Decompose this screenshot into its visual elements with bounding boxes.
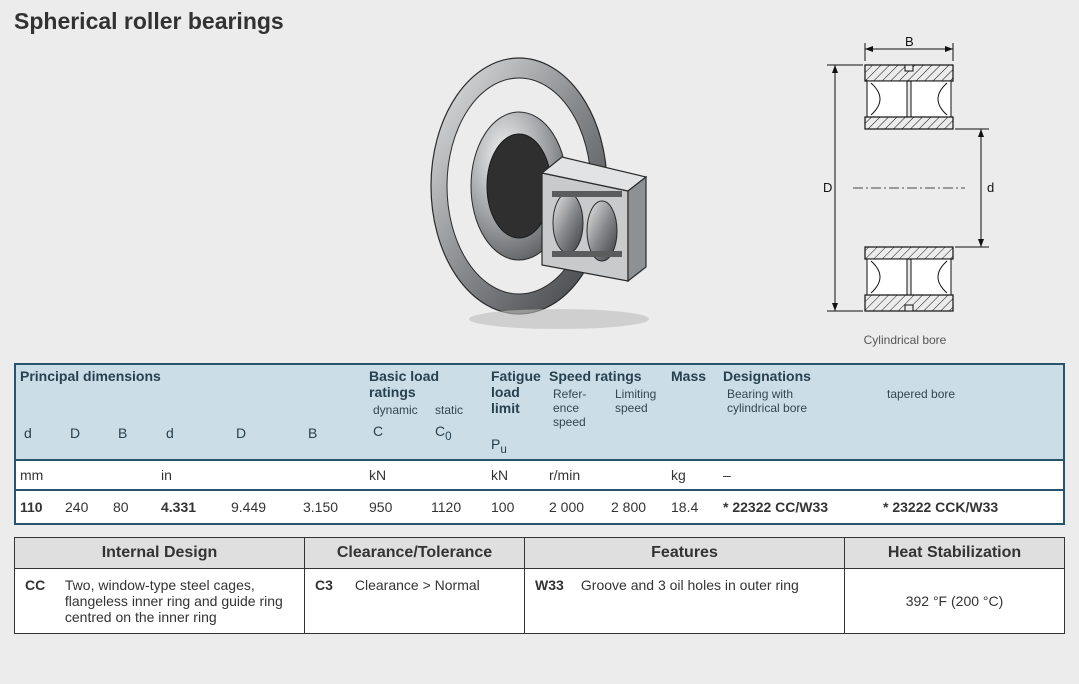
col-B-mm: B bbox=[114, 422, 162, 444]
col-Pu: Pu bbox=[491, 436, 541, 456]
sub-des-tap: tapered bore bbox=[883, 384, 1059, 418]
val-ref-speed: 2 000 bbox=[545, 490, 607, 524]
text-clearance: Clearance > Normal bbox=[355, 577, 512, 593]
col-D-in: D bbox=[232, 422, 304, 444]
col-C: C bbox=[369, 420, 431, 446]
col-B-in: B bbox=[304, 422, 361, 444]
properties-table: Internal Design Clearance/Tolerance Feat… bbox=[14, 537, 1065, 634]
unit-in: in bbox=[157, 460, 365, 490]
hdr-internal: Internal Design bbox=[15, 537, 305, 568]
col-D-mm: D bbox=[66, 422, 114, 444]
val-lim-speed: 2 800 bbox=[607, 490, 667, 524]
cross-section-figure: B D d bbox=[775, 35, 1035, 335]
col-d-in: d bbox=[162, 422, 232, 444]
val-C: 950 bbox=[365, 490, 427, 524]
unit-rmin: r/min bbox=[545, 460, 667, 490]
code-features: W33 bbox=[535, 577, 577, 593]
val-B-mm: 80 bbox=[109, 490, 157, 524]
val-des-tap: * 23222 CCK/W33 bbox=[879, 490, 1064, 524]
val-D-in: 9.449 bbox=[227, 490, 299, 524]
unit-kN: kN bbox=[365, 460, 487, 490]
sub-lim-speed: Limiting speed bbox=[611, 384, 663, 432]
cross-section-caption: Cylindrical bore bbox=[775, 333, 1035, 347]
hdr-clearance: Clearance/Tolerance bbox=[305, 537, 525, 568]
val-mass: 18.4 bbox=[667, 490, 719, 524]
group-principal: Principal dimensions bbox=[20, 368, 361, 384]
cross-section-svg: B D d bbox=[775, 35, 1035, 327]
code-clearance: C3 bbox=[315, 577, 351, 593]
val-d-in: 4.331 bbox=[157, 490, 227, 524]
val-C0: 1120 bbox=[427, 490, 487, 524]
val-d-mm: 110 bbox=[15, 490, 61, 524]
dim-label-B: B bbox=[905, 35, 914, 49]
col-d-mm: d bbox=[20, 422, 66, 444]
dim-label-D: D bbox=[823, 180, 832, 195]
hdr-heat: Heat Stabilization bbox=[845, 537, 1065, 568]
val-B-in: 3.150 bbox=[299, 490, 365, 524]
sub-static: static bbox=[431, 400, 483, 420]
sub-des-cyl: Bearing with cylindrical bore bbox=[723, 384, 883, 418]
page-title: Spherical roller bearings bbox=[14, 8, 1065, 35]
group-fatigue: Fatigue load limit bbox=[491, 368, 541, 416]
group-mass: Mass bbox=[671, 368, 715, 384]
cell-features: W33 Groove and 3 oil holes in outer ring bbox=[525, 568, 845, 633]
cell-clearance: C3 Clearance > Normal bbox=[305, 568, 525, 633]
sub-dynamic: dynamic bbox=[369, 400, 431, 420]
unit-kN2: kN bbox=[487, 460, 545, 490]
hdr-features: Features bbox=[525, 537, 845, 568]
cell-heat: 392 °F (200 °C) bbox=[845, 568, 1065, 633]
bearing-3d-figure bbox=[424, 41, 664, 331]
val-D-mm: 240 bbox=[61, 490, 109, 524]
table-row: 110 240 80 4.331 9.449 3.150 950 1120 10… bbox=[15, 490, 1064, 524]
unit-mm: mm bbox=[15, 460, 157, 490]
text-internal: Two, window-type steel cages, flangeless… bbox=[65, 577, 292, 625]
col-C0: C0 bbox=[431, 420, 483, 446]
sub-ref-speed: Refer- ence speed bbox=[549, 384, 611, 432]
cell-internal: CC Two, window-type steel cages, flangel… bbox=[15, 568, 305, 633]
bearing-3d-svg bbox=[424, 41, 664, 331]
val-Pu: 100 bbox=[487, 490, 545, 524]
code-internal: CC bbox=[25, 577, 61, 593]
val-des-cyl: * 22322 CC/W33 bbox=[719, 490, 879, 524]
dimension-table: Principal dimensions d D B d D B Basic l… bbox=[14, 363, 1065, 525]
unit-kg: kg bbox=[667, 460, 719, 490]
group-speed: Speed ratings bbox=[549, 368, 663, 384]
unit-dash: – bbox=[719, 460, 1064, 490]
group-basic-load: Basic load ratings bbox=[369, 368, 483, 400]
figures-area: B D d bbox=[14, 41, 1065, 361]
dim-label-d: d bbox=[987, 180, 994, 195]
group-designations: Designations bbox=[723, 368, 1059, 384]
text-features: Groove and 3 oil holes in outer ring bbox=[581, 577, 832, 593]
